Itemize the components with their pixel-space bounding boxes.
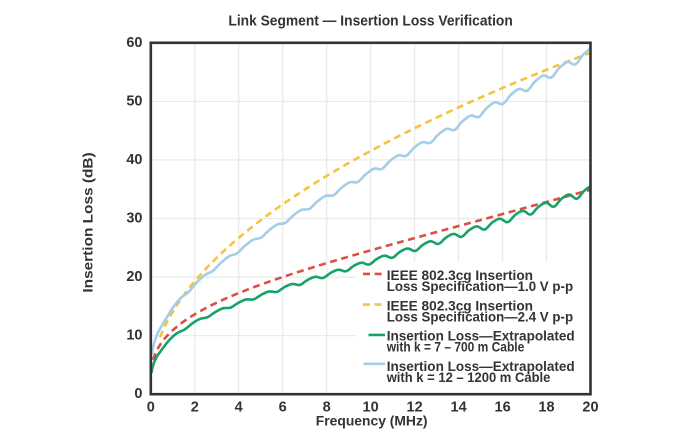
svg-text:with k = 12 – 1200 m Cable: with k = 12 – 1200 m Cable <box>386 369 551 385</box>
svg-text:Insertion Loss—Extrapolated: Insertion Loss—Extrapolated <box>387 328 575 344</box>
svg-text:12: 12 <box>407 400 423 416</box>
svg-text:10: 10 <box>126 328 142 344</box>
svg-text:8: 8 <box>323 400 331 416</box>
svg-text:2: 2 <box>191 400 199 416</box>
svg-text:IEEE 802.3cg Insertion: IEEE 802.3cg Insertion <box>387 267 533 283</box>
svg-text:Loss Specification—2.4 V p-p: Loss Specification—2.4 V p-p <box>387 308 573 324</box>
svg-text:4: 4 <box>235 400 243 416</box>
svg-text:50: 50 <box>126 93 142 109</box>
svg-text:Frequency (MHz): Frequency (MHz) <box>316 414 428 430</box>
svg-text:60: 60 <box>126 35 142 51</box>
svg-text:20: 20 <box>126 269 142 285</box>
svg-text:40: 40 <box>126 152 142 168</box>
svg-text:IEEE 802.3cg Insertion: IEEE 802.3cg Insertion <box>387 297 533 313</box>
svg-text:20: 20 <box>582 400 598 416</box>
svg-text:Insertion Loss (dB): Insertion Loss (dB) <box>81 152 97 292</box>
svg-text:18: 18 <box>538 400 554 416</box>
svg-text:0: 0 <box>147 400 155 416</box>
svg-text:Loss Specification—1.0 V p-p: Loss Specification—1.0 V p-p <box>387 278 573 294</box>
svg-text:with k = 7 – 700 m Cable: with k = 7 – 700 m Cable <box>386 339 525 355</box>
svg-text:16: 16 <box>495 400 511 416</box>
svg-text:Insertion Loss—Extrapolated: Insertion Loss—Extrapolated <box>387 358 575 374</box>
svg-text:14: 14 <box>451 400 467 416</box>
svg-text:30: 30 <box>126 211 142 227</box>
svg-text:10: 10 <box>363 400 379 416</box>
svg-text:0: 0 <box>134 386 142 402</box>
svg-text:6: 6 <box>279 400 287 416</box>
svg-text:Link Segment — Insertion Loss: Link Segment — Insertion Loss Verificati… <box>228 12 512 29</box>
